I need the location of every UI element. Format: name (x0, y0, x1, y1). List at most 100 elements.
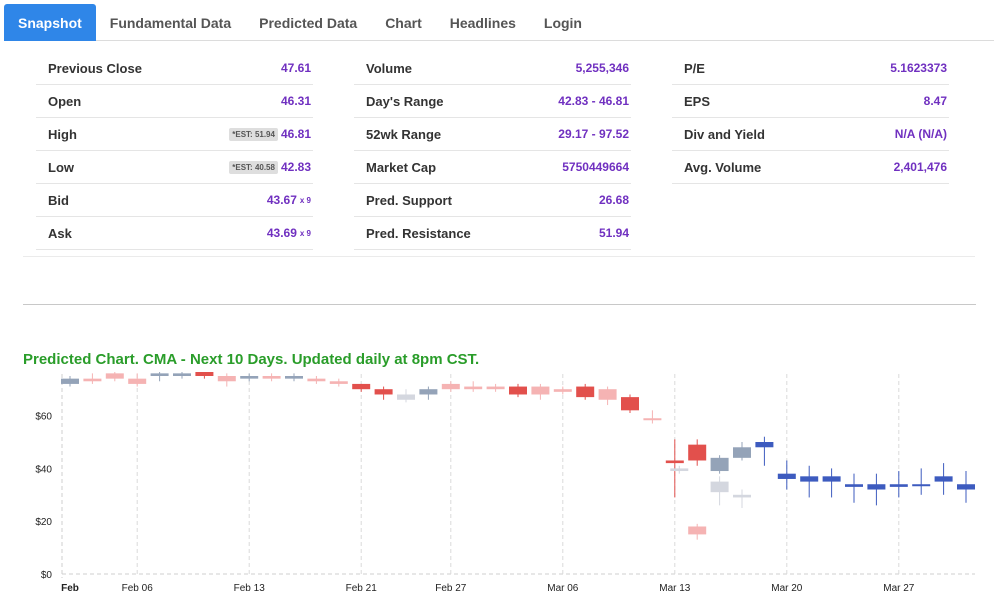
stat-value: 46.31 (280, 94, 311, 108)
candle-body (150, 373, 169, 376)
stat-value: 42.83 (280, 160, 311, 174)
stat-row-bid: Bid 43.67 x 9 (36, 184, 313, 217)
candle-body (61, 378, 79, 384)
candle-body (733, 447, 751, 458)
candle-body (352, 383, 371, 390)
candle-body (262, 376, 281, 379)
candle-body (128, 378, 147, 384)
stat-value-wrap: 43.69 x 9 (267, 226, 311, 240)
candle-body (800, 476, 819, 482)
candle-body (419, 389, 438, 395)
tab-predicted-data[interactable]: Predicted Data (259, 14, 358, 31)
stat-label: P/E (684, 60, 705, 76)
estimate-badge: *EST: 51.94 (229, 127, 278, 141)
tab-fundamental-data[interactable]: Fundamental Data (109, 14, 232, 31)
candle-body (733, 494, 751, 498)
stat-row-52wk-range: 52wk Range 29.17 - 97.52 (354, 118, 631, 151)
stat-value-wrap: 43.67 x 9 (267, 193, 311, 207)
stat-row-pe: P/E 5.1623373 (672, 52, 949, 85)
stat-value: 5.1623373 (890, 61, 947, 75)
x-tick-label: Feb 27 (435, 583, 467, 594)
tab-headlines[interactable]: Headlines (449, 14, 516, 31)
candle-body (195, 372, 214, 376)
candle-body (464, 386, 483, 390)
candle-body (173, 373, 191, 376)
tab-snapshot[interactable]: Snapshot (4, 4, 96, 41)
candle-body (598, 389, 617, 400)
stat-value: 5750449664 (562, 160, 629, 174)
candle-body (531, 386, 550, 395)
stat-value: 46.81 (280, 127, 311, 141)
candle-body (240, 376, 259, 379)
stat-row-pred-support: Pred. Support 26.68 (354, 184, 631, 217)
tab-login[interactable]: Login (543, 14, 582, 31)
stats-column-1: Previous Close 47.61 Open 46.31 High *EST: … (36, 52, 313, 250)
stat-label: High (48, 126, 77, 142)
stat-row-market-cap: Market Cap 5750449664 (354, 151, 631, 184)
stat-value: 51.94 (598, 226, 629, 240)
stat-row-days-range: Day's Range 42.83 - 46.81 (354, 85, 631, 118)
candle-body (621, 397, 639, 411)
candle-body (285, 376, 303, 379)
stat-value: 5,255,346 (575, 61, 629, 75)
candle-body (957, 484, 975, 490)
x-tick-label: Mar 06 (547, 583, 579, 594)
x-tick-label: Feb 06 (122, 583, 154, 594)
candle-body (670, 468, 689, 472)
candle-body (105, 373, 124, 379)
stat-value: 47.61 (280, 61, 311, 75)
x-tick-label: Feb (61, 583, 79, 594)
tab-bar: Snapshot Fundamental Data Predicted Data… (4, 4, 994, 41)
stat-value: 29.17 - 97.52 (558, 127, 629, 141)
section-divider (23, 304, 976, 305)
candle-body (822, 476, 841, 482)
predicted-candlestick-chart: $0 $20 $40 $60 Feb Feb 06 Feb 13 Feb 21 Feb 27 Ma… (35, 372, 975, 594)
stat-value: 8.47 (923, 94, 947, 108)
stat-value: 26.68 (598, 193, 629, 207)
stat-value: 2,401,476 (893, 160, 947, 174)
stat-label: Day's Range (366, 93, 444, 109)
stat-label: Avg. Volume (684, 159, 762, 175)
candle-body (755, 442, 774, 448)
stat-label: Bid (48, 192, 69, 208)
stat-label: Pred. Support (366, 192, 452, 208)
stat-size: x 9 (299, 228, 311, 238)
x-tick-label: Feb 13 (234, 583, 266, 594)
stat-row-pred-resistance: Pred. Resistance 51.94 (354, 217, 631, 250)
stat-row-avg-volume: Avg. Volume 2,401,476 (672, 151, 949, 184)
candle-body (374, 389, 393, 395)
stats-column-3: P/E 5.1623373 EPS 8.47 Div and Yield N/A (N… (672, 52, 949, 184)
stat-label: Volume (366, 60, 412, 76)
stat-row-open: Open 46.31 (36, 85, 313, 118)
stat-label: Div and Yield (684, 126, 765, 142)
stat-label: Market Cap (366, 159, 437, 175)
stat-value: 43.67 (266, 193, 297, 207)
stat-row-div-yield: Div and Yield N/A (N/A) (672, 118, 949, 151)
y-tick-label: $0 (41, 570, 53, 581)
candle-body (710, 481, 729, 493)
candle-body (688, 444, 707, 461)
stat-label: Previous Close (48, 60, 142, 76)
candle-body (329, 381, 348, 384)
candle-body (845, 484, 863, 487)
stat-row-ask: Ask 43.69 x 9 (36, 217, 313, 250)
stat-row-low: Low *EST: 40.58 42.83 (36, 151, 313, 184)
stat-value-wrap: *EST: 51.94 46.81 (229, 127, 311, 141)
estimate-badge: *EST: 40.58 (229, 160, 278, 174)
stat-value: N/A (N/A) (894, 127, 947, 141)
candle-body (576, 386, 595, 398)
x-tick-label: Mar 13 (659, 583, 691, 594)
stat-label: Open (48, 93, 82, 109)
stat-label: Ask (48, 225, 72, 241)
candle-body (486, 386, 505, 390)
divider (23, 256, 975, 257)
candle-body (397, 394, 415, 400)
chart-heading: Predicted Chart. CMA - Next 10 Days. Upd… (23, 351, 480, 368)
candle-body (83, 378, 102, 382)
candle-body (688, 526, 707, 535)
candle-body (710, 457, 729, 472)
x-tick-label: Mar 20 (771, 583, 803, 594)
candle-body (643, 418, 662, 421)
tab-chart[interactable]: Chart (385, 14, 422, 31)
stat-size: x 9 (299, 195, 311, 205)
